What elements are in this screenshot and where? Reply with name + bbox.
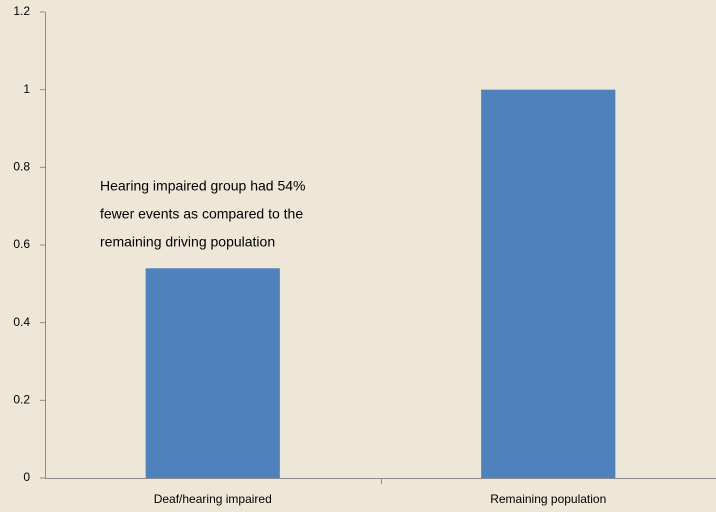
bar [145,268,280,478]
y-tick-label: 0 [23,470,30,484]
x-tick-label: Deaf/hearing impaired [154,492,272,506]
annotation: remaining driving population [100,234,275,250]
y-tick-label: 1 [23,82,30,96]
y-tick-label: 1.2 [13,4,30,18]
y-tick-label: 0.2 [13,393,30,407]
y-tick-label: 0.8 [13,160,30,174]
bar [481,89,616,479]
x-tick-label: Remaining population [490,492,606,506]
annotation: fewer events as compared to the [100,206,303,222]
y-tick-label: 0.6 [13,237,30,251]
y-tick-label: 0.4 [13,315,30,329]
annotation: Hearing impaired group had 54% [100,178,305,194]
